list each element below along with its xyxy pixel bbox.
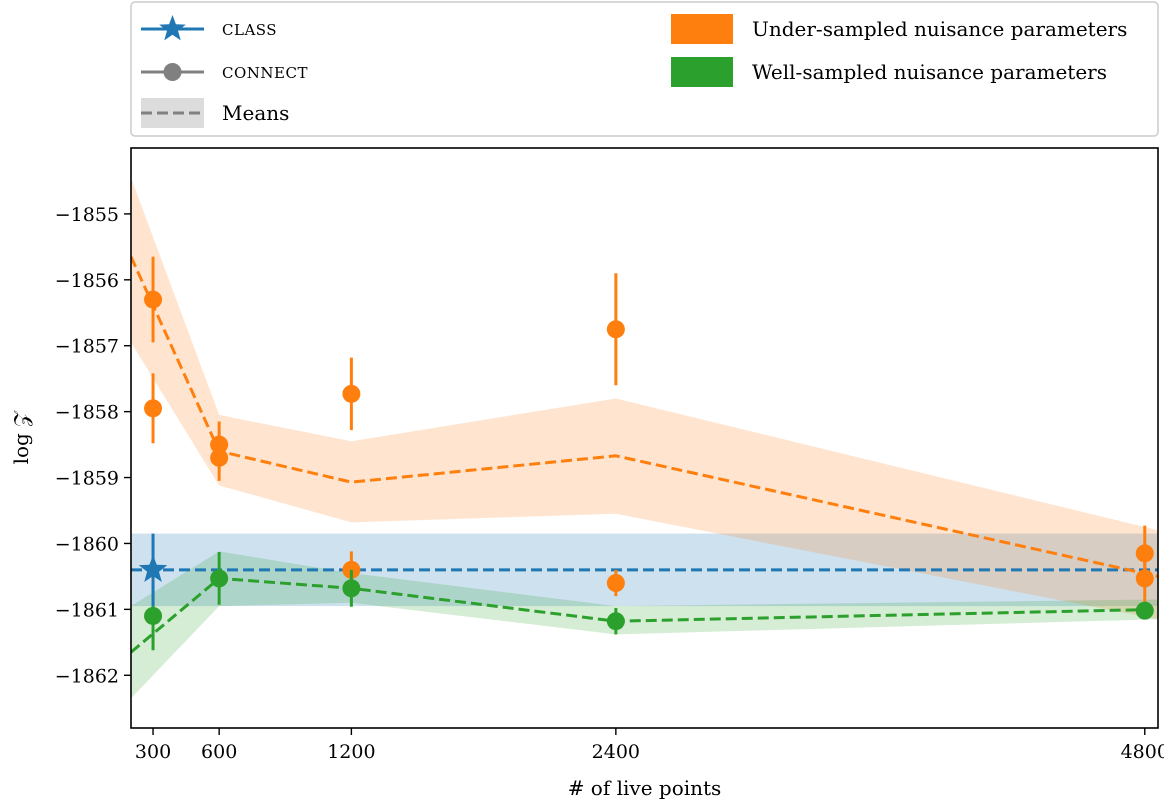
legend-under-sampled-label: Under-sampled nuisance parameters <box>752 17 1127 41</box>
x-axis-label: # of live points <box>568 776 722 800</box>
y-tick-label-0: −1855 <box>55 204 119 226</box>
legend-class-star-icon <box>159 15 186 41</box>
well-sampled-point-1-marker <box>210 569 229 588</box>
well-sampled-point-2 <box>342 569 361 607</box>
y-tick-label-1: −1856 <box>55 270 119 292</box>
under-sampled-point-6 <box>606 273 625 386</box>
y-tick-label-4: −1859 <box>55 468 119 490</box>
under-sampled-point-0 <box>144 256 163 343</box>
y-axis-label: log 𝒵 <box>9 410 33 465</box>
class-point <box>138 533 168 607</box>
under-sampled-point-9-marker <box>1135 569 1154 588</box>
x-tick-label-4: 4800 <box>1121 741 1164 763</box>
under-sampled-point-6-marker <box>606 320 625 339</box>
well-sampled-point-2-marker <box>342 579 361 598</box>
x-tick-label-2: 1200 <box>327 741 375 763</box>
legend-means-label: Means <box>222 101 289 125</box>
under-sampled-point-0-marker <box>144 290 163 309</box>
well-sampled-mean-band <box>131 551 1158 699</box>
under-sampled-point-4-marker <box>342 384 361 403</box>
under-sampled-point-9 <box>1135 550 1154 607</box>
under-sampled-point-1-marker <box>144 399 163 418</box>
y-tick-label-7: −1862 <box>55 665 119 687</box>
ticks-layer: 300 600 1200 2400 4800 −1855 −1856 −1857 −1858 −1… <box>55 204 1164 763</box>
legend-connect-dot-icon <box>163 63 182 81</box>
well-sampled-point-3 <box>606 608 625 635</box>
x-tick-label-0: 300 <box>135 741 171 763</box>
x-tick-label-1: 600 <box>201 741 237 763</box>
plot-frame <box>130 147 1159 729</box>
legend-under-sampled-patch <box>671 14 733 44</box>
points-layer <box>138 256 1154 651</box>
under-sampled-mean-band <box>131 177 1158 620</box>
y-tick-label-2: −1857 <box>55 336 119 358</box>
legend-well-sampled-patch <box>671 57 733 87</box>
legend-connect-label: CONNECT <box>222 64 308 82</box>
well-sampled-point-0-marker <box>144 606 163 625</box>
under-sampled-point-7 <box>606 569 625 597</box>
under-sampled-point-4 <box>342 357 361 431</box>
class-point-star-icon <box>138 554 168 582</box>
y-tick-label-3: −1858 <box>55 402 119 424</box>
y-tick-label-5: −1860 <box>55 533 119 555</box>
well-sampled-point-3-marker <box>606 612 625 631</box>
bands-layer <box>131 177 1158 699</box>
well-sampled-point-1 <box>210 552 229 605</box>
legend-class-label: CLASS <box>222 21 277 39</box>
under-sampled-point-3-marker <box>210 448 229 467</box>
under-sampled-mean-line <box>131 256 1158 578</box>
legend-frame <box>130 1 1159 137</box>
under-sampled-point-7-marker <box>606 574 625 592</box>
y-tick-label-6: −1861 <box>55 599 119 621</box>
well-sampled-point-4 <box>1135 601 1154 620</box>
under-sampled-point-3 <box>210 434 229 481</box>
legend-well-sampled-label: Well-sampled nuisance parameters <box>752 60 1107 84</box>
x-tick-label-3: 2400 <box>592 741 640 763</box>
well-sampled-point-4-marker <box>1135 601 1154 620</box>
legend: CLASS CONNECT Means Under-sampled nuisan… <box>130 1 1159 137</box>
under-sampled-point-1 <box>144 373 163 444</box>
